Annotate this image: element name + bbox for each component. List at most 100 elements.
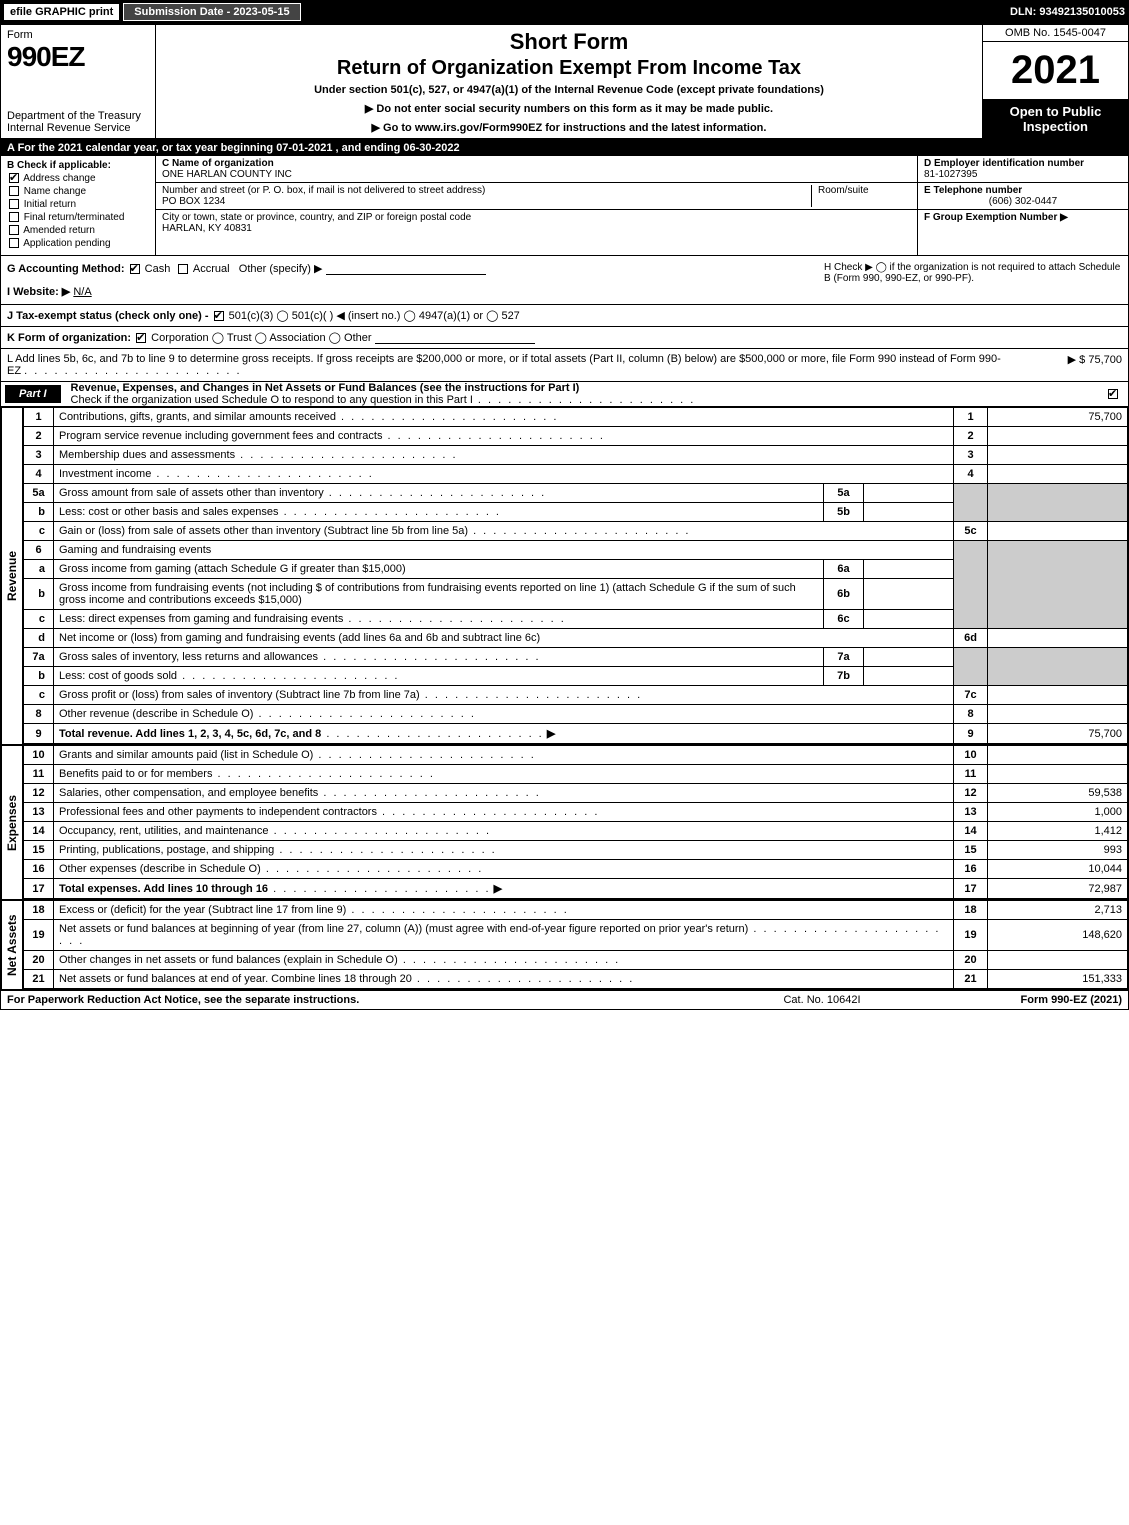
part-i-title: Revenue, Expenses, and Changes in Net As… <box>61 382 1098 406</box>
f-row: F Group Exemption Number ▶ <box>918 210 1128 225</box>
line-1: 1Contributions, gifts, grants, and simil… <box>24 408 1128 427</box>
revenue-table: 1Contributions, gifts, grants, and simil… <box>23 407 1128 744</box>
col-def: D Employer identification number 81-1027… <box>918 156 1128 255</box>
goto-link[interactable]: ▶ Go to www.irs.gov/Form990EZ for instru… <box>164 121 974 134</box>
line-5a: 5aGross amount from sale of assets other… <box>24 484 1128 503</box>
e-row: E Telephone number (606) 302-0447 <box>918 183 1128 210</box>
tax-year: 2021 <box>983 42 1128 100</box>
part-i-tab: Part I <box>5 385 61 403</box>
room-suite: Room/suite <box>811 185 911 207</box>
expenses-table: 10Grants and similar amounts paid (list … <box>23 745 1128 899</box>
checkbox-icon[interactable] <box>136 333 146 343</box>
l-row: L Add lines 5b, 6c, and 7b to line 9 to … <box>1 349 1128 382</box>
phone: (606) 302-0447 <box>924 196 1122 207</box>
net-assets-section: Net Assets 18Excess or (deficit) for the… <box>1 900 1128 991</box>
line-15: 15Printing, publications, postage, and s… <box>24 841 1128 860</box>
line-13: 13Professional fees and other payments t… <box>24 803 1128 822</box>
line-11: 11Benefits paid to or for members11 <box>24 765 1128 784</box>
b-initial-return[interactable]: Initial return <box>7 199 149 210</box>
part-i-sub: Check if the organization used Schedule … <box>71 394 473 406</box>
ein: 81-1027395 <box>924 169 1122 180</box>
efile-badge: efile GRAPHIC print <box>4 4 119 20</box>
col-b: B Check if applicable: Address change Na… <box>1 156 156 255</box>
header-right: OMB No. 1545-0047 2021 Open to Public In… <box>983 25 1128 138</box>
line-10: 10Grants and similar amounts paid (list … <box>24 746 1128 765</box>
checkbox-icon[interactable] <box>9 225 19 235</box>
part-i-title-text: Revenue, Expenses, and Changes in Net As… <box>71 382 580 394</box>
checkbox-icon[interactable] <box>9 173 19 183</box>
expenses-section: Expenses 10Grants and similar amounts pa… <box>1 745 1128 900</box>
netassets-side-label: Net Assets <box>1 900 23 989</box>
line-17: 17Total expenses. Add lines 10 through 1… <box>24 879 1128 899</box>
j-opts: 501(c)(3) ◯ 501(c)( ) ◀ (insert no.) ◯ 4… <box>229 310 520 322</box>
footer-mid: Cat. No. 10642I <box>722 994 922 1006</box>
part-i-check[interactable] <box>1098 388 1128 400</box>
d-row: D Employer identification number 81-1027… <box>918 156 1128 183</box>
short-form-title: Short Form <box>164 29 974 55</box>
revenue-section: Revenue 1Contributions, gifts, grants, a… <box>1 407 1128 745</box>
c-street-label: Number and street (or P. O. box, if mail… <box>162 185 811 196</box>
b-address-change[interactable]: Address change <box>7 173 149 184</box>
c-name-row: C Name of organization ONE HARLAN COUNTY… <box>156 156 917 183</box>
website: N/A <box>73 286 91 298</box>
j-label: J Tax-exempt status (check only one) - <box>7 310 209 322</box>
line-6d: dNet income or (loss) from gaming and fu… <box>24 629 1128 648</box>
k-label: K Form of organization: <box>7 332 131 344</box>
header-mid: Short Form Return of Organization Exempt… <box>156 25 983 138</box>
footer-left: For Paperwork Reduction Act Notice, see … <box>7 994 722 1006</box>
bcdef-block: B Check if applicable: Address change Na… <box>1 156 1128 256</box>
return-title: Return of Organization Exempt From Incom… <box>164 57 974 80</box>
g-block: G Accounting Method: Cash Accrual Other … <box>1 256 818 304</box>
checkbox-icon[interactable] <box>9 238 19 248</box>
submission-date: Submission Date - 2023-05-15 <box>123 3 300 21</box>
checkbox-icon[interactable] <box>9 212 19 222</box>
g-accrual: Accrual <box>193 263 230 275</box>
g-other-input[interactable] <box>326 263 486 275</box>
line-7c: cGross profit or (loss) from sales of in… <box>24 686 1128 705</box>
department: Department of the Treasury Internal Reve… <box>7 110 149 134</box>
line-7a: 7aGross sales of inventory, less returns… <box>24 648 1128 667</box>
checkbox-icon[interactable] <box>9 199 19 209</box>
line-4: 4Investment income4 <box>24 465 1128 484</box>
f-label: F Group Exemption Number ▶ <box>924 212 1068 223</box>
footer-right: Form 990-EZ (2021) <box>922 994 1122 1006</box>
top-bar: efile GRAPHIC print Submission Date - 20… <box>0 0 1129 24</box>
form-label: Form <box>7 29 149 41</box>
gh-row: G Accounting Method: Cash Accrual Other … <box>1 256 1128 305</box>
line-19: 19Net assets or fund balances at beginni… <box>24 920 1128 951</box>
line-20: 20Other changes in net assets or fund ba… <box>24 951 1128 970</box>
g-other: Other (specify) ▶ <box>239 263 323 275</box>
e-label: E Telephone number <box>924 185 1122 196</box>
checkbox-icon[interactable] <box>178 264 188 274</box>
c-city-label: City or town, state or province, country… <box>162 212 911 223</box>
revenue-side-label: Revenue <box>1 407 23 744</box>
k-row: K Form of organization: Corporation ◯ Tr… <box>1 327 1128 349</box>
row-a: A For the 2021 calendar year, or tax yea… <box>1 140 1128 156</box>
dln: DLN: 93492135010053 <box>1010 6 1125 18</box>
form-number: 990EZ <box>7 41 149 73</box>
b-application-pending[interactable]: Application pending <box>7 238 149 249</box>
org-city: HARLAN, KY 40831 <box>162 223 911 234</box>
under-section: Under section 501(c), 527, or 4947(a)(1)… <box>164 84 974 96</box>
omb-number: OMB No. 1545-0047 <box>983 25 1128 42</box>
k-other-input[interactable] <box>375 332 535 344</box>
b-name-change[interactable]: Name change <box>7 186 149 197</box>
checkbox-icon[interactable] <box>130 264 140 274</box>
b-amended-return[interactable]: Amended return <box>7 225 149 236</box>
line-18: 18Excess or (deficit) for the year (Subt… <box>24 901 1128 920</box>
org-street: PO BOX 1234 <box>162 196 811 207</box>
checkbox-icon[interactable] <box>214 311 224 321</box>
b-final-return[interactable]: Final return/terminated <box>7 212 149 223</box>
checkbox-icon[interactable] <box>9 186 19 196</box>
expenses-side-label: Expenses <box>1 745 23 899</box>
checkbox-icon[interactable] <box>1108 389 1118 399</box>
c-city-row: City or town, state or province, country… <box>156 210 917 236</box>
page-footer: For Paperwork Reduction Act Notice, see … <box>1 991 1128 1009</box>
part-i-header: Part I Revenue, Expenses, and Changes in… <box>1 382 1128 407</box>
line-12: 12Salaries, other compensation, and empl… <box>24 784 1128 803</box>
org-name: ONE HARLAN COUNTY INC <box>162 169 911 180</box>
line-16: 16Other expenses (describe in Schedule O… <box>24 860 1128 879</box>
line-5c: cGain or (loss) from sale of assets othe… <box>24 522 1128 541</box>
form-header: Form 990EZ Department of the Treasury In… <box>1 25 1128 140</box>
line-3: 3Membership dues and assessments3 <box>24 446 1128 465</box>
